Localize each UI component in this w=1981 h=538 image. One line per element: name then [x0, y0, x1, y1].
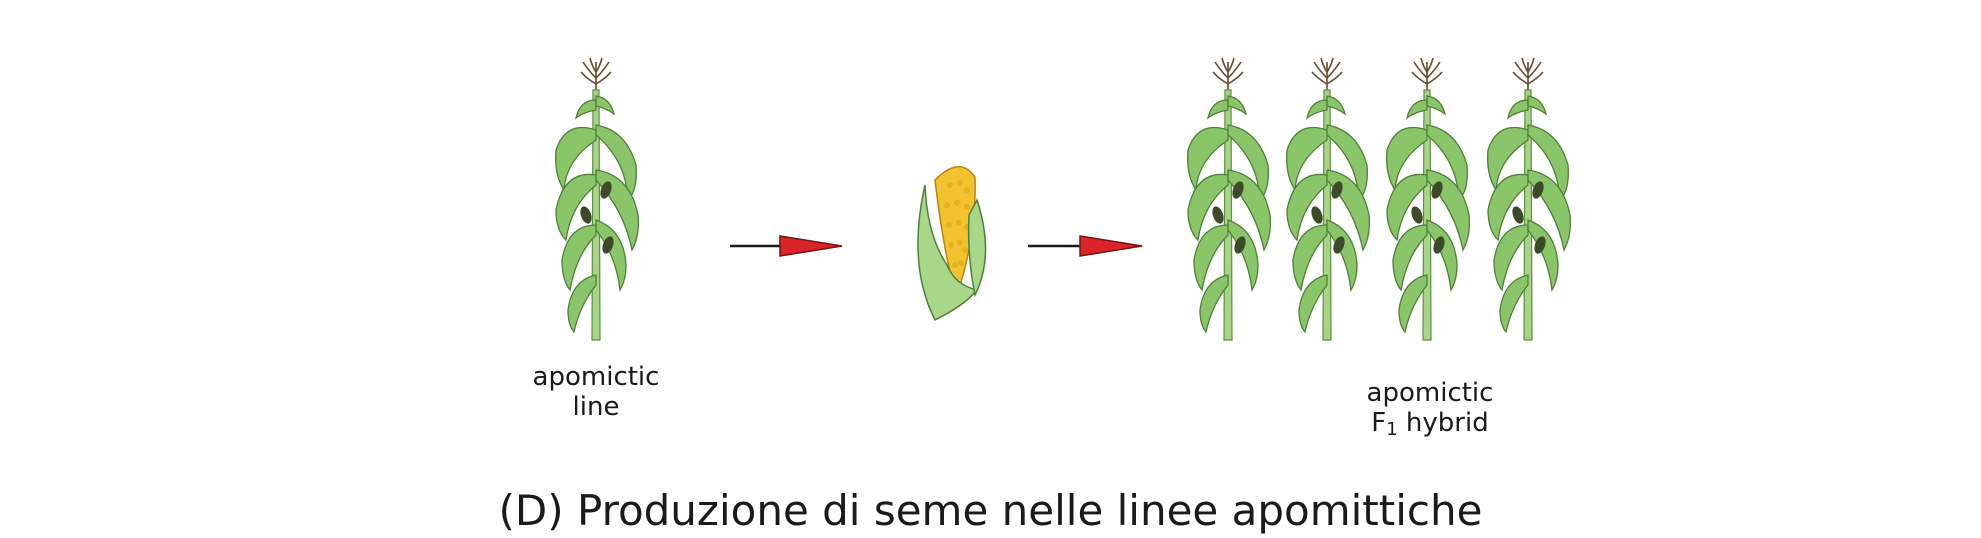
maize-ear-icon [917, 166, 987, 322]
hybrid-label: apomictic F1 hybrid [1340, 378, 1520, 445]
maize-plant-icon [1285, 57, 1371, 341]
hybrid-label-line1: apomictic [1366, 378, 1494, 408]
hybrid-label-line2: F1 hybrid [1340, 408, 1520, 445]
hybrid-label-subscript: 1 [1386, 419, 1398, 440]
parent-line-label-line2: line [572, 392, 620, 422]
arrow-right-icon [730, 235, 843, 257]
hybrid-label-suffix: hybrid [1397, 408, 1489, 438]
parent-line-label-line1: apomictic [532, 362, 660, 392]
arrow-right-icon [1028, 235, 1143, 257]
maize-plant-icon [1385, 57, 1471, 341]
hybrid-label-prefix: F [1371, 408, 1387, 438]
maize-plant-icon [554, 57, 640, 341]
maize-plant-icon [1486, 57, 1572, 341]
maize-plant-icon [1186, 57, 1272, 341]
parent-line-label: apomictic line [516, 362, 676, 422]
figure-caption: (D) Produzione di seme nelle linee apomi… [498, 486, 1483, 535]
